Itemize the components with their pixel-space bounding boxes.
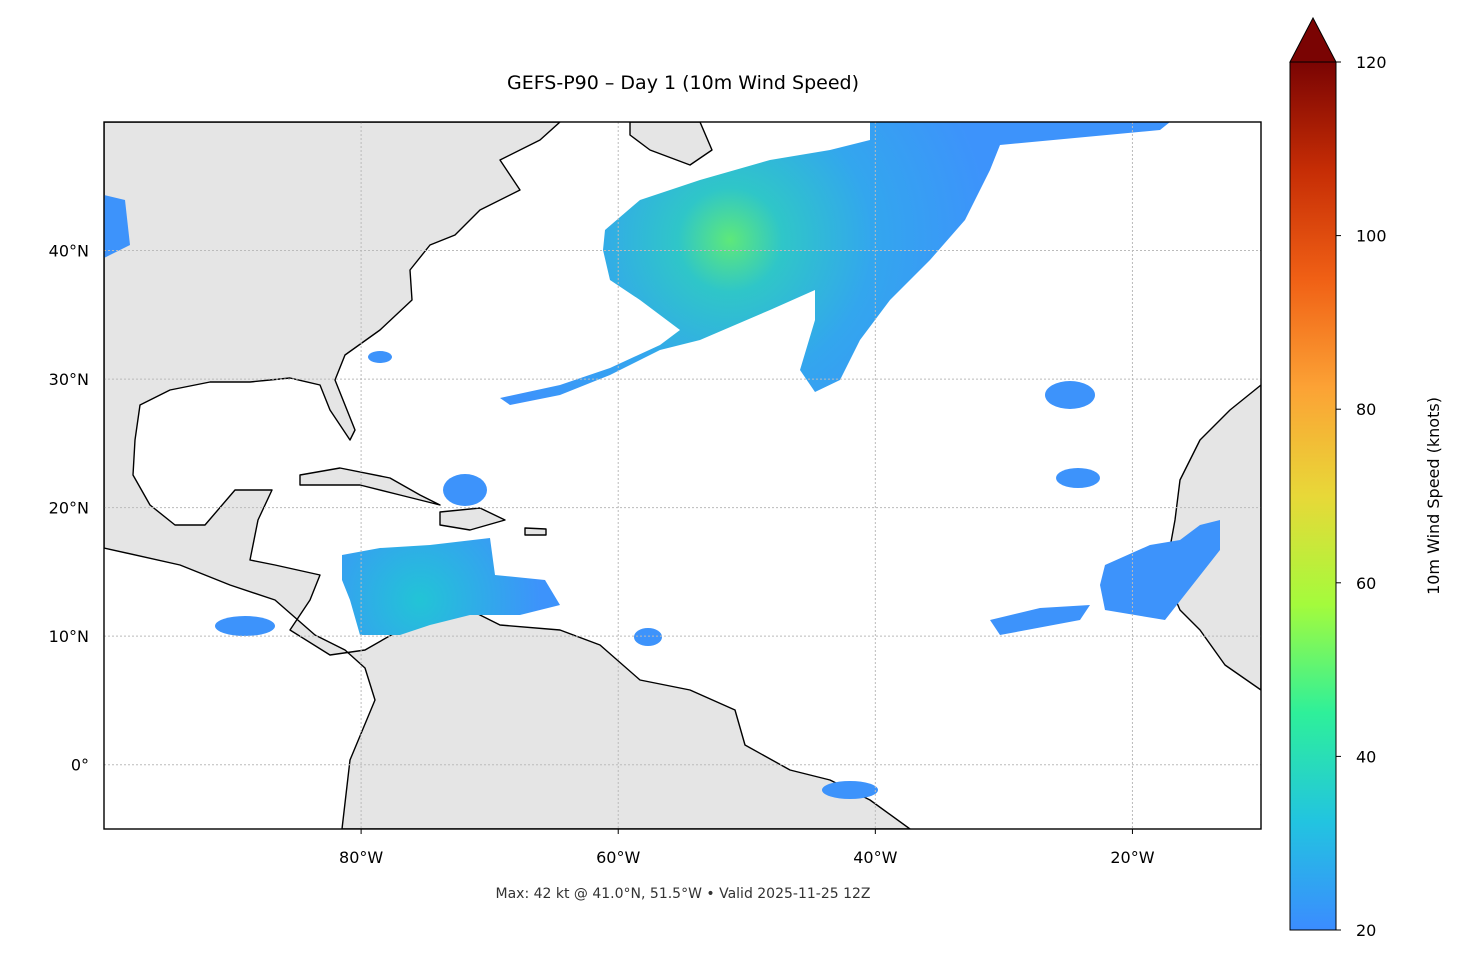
colorbar-tick-label: 120 [1356,53,1387,72]
colorbar: 20 40 60 80 100 120 10m Wind Speed (knots) [1289,16,1443,940]
y-tick-label: 0° [71,756,89,775]
chart-title: GEFS-P90 – Day 1 (10m Wind Speed) [507,72,859,94]
colorbar-extension [1289,16,1337,63]
colorbar-tick-label: 40 [1356,747,1376,766]
y-tick-label: 40°N [49,242,89,261]
colorbar-label: 10m Wind Speed (knots) [1424,397,1443,595]
y-tick-label: 30°N [49,370,89,389]
colorbar-frame [1289,61,1337,931]
map-area [104,122,1261,829]
annotation: Max: 42 kt @ 41.0°N, 51.5°W • Valid 2025… [496,886,871,902]
plot-frame [103,121,1262,830]
x-tick-label: 60°W [596,848,640,867]
x-tick-label: 80°W [339,848,383,867]
wind-areas [104,122,1220,799]
colorbar-ramp [1290,62,1336,930]
grid [104,122,1261,829]
x-tick-label: 40°W [853,848,897,867]
y-tick-label: 20°N [49,499,89,518]
x-tick-label: 20°W [1110,848,1154,867]
colorbar-tick-label: 20 [1356,921,1376,940]
colorbar-tick-label: 100 [1356,227,1387,246]
colorbar-tick-label: 80 [1356,400,1376,419]
y-tick-label: 10°N [49,627,89,646]
colorbar-tick-label: 60 [1356,574,1376,593]
